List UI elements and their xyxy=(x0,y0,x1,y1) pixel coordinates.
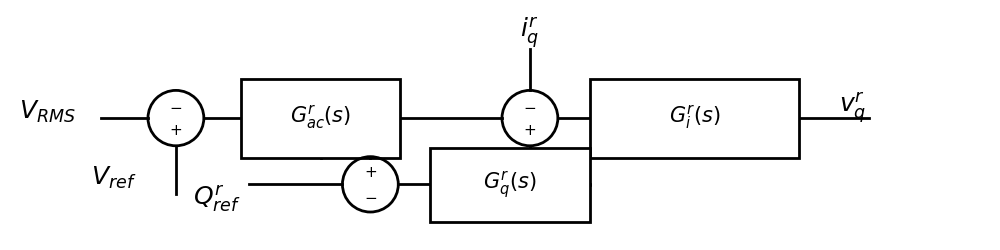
Text: $V_{ref}$: $V_{ref}$ xyxy=(91,164,137,190)
Text: $+$: $+$ xyxy=(169,123,182,138)
Text: $-$: $-$ xyxy=(523,99,536,114)
Text: $-$: $-$ xyxy=(364,189,377,204)
Text: $+$: $+$ xyxy=(523,123,536,138)
FancyBboxPatch shape xyxy=(430,148,590,222)
Text: $G_{q}^{r}(s)$: $G_{q}^{r}(s)$ xyxy=(483,169,537,200)
Text: $Q_{ref}^{r}$: $Q_{ref}^{r}$ xyxy=(193,184,241,215)
Text: $G_{i}^{r}(s)$: $G_{i}^{r}(s)$ xyxy=(669,104,720,132)
Text: $V_{RMS}$: $V_{RMS}$ xyxy=(19,99,76,125)
FancyBboxPatch shape xyxy=(241,78,400,158)
Text: $-$: $-$ xyxy=(169,99,182,114)
Text: $i_{q}^{r}$: $i_{q}^{r}$ xyxy=(520,15,540,51)
Text: $+$: $+$ xyxy=(364,165,377,180)
Text: $v_{q}^{r}$: $v_{q}^{r}$ xyxy=(839,90,866,126)
Text: $G_{ac}^{r}(s)$: $G_{ac}^{r}(s)$ xyxy=(290,104,351,132)
FancyBboxPatch shape xyxy=(590,78,799,158)
